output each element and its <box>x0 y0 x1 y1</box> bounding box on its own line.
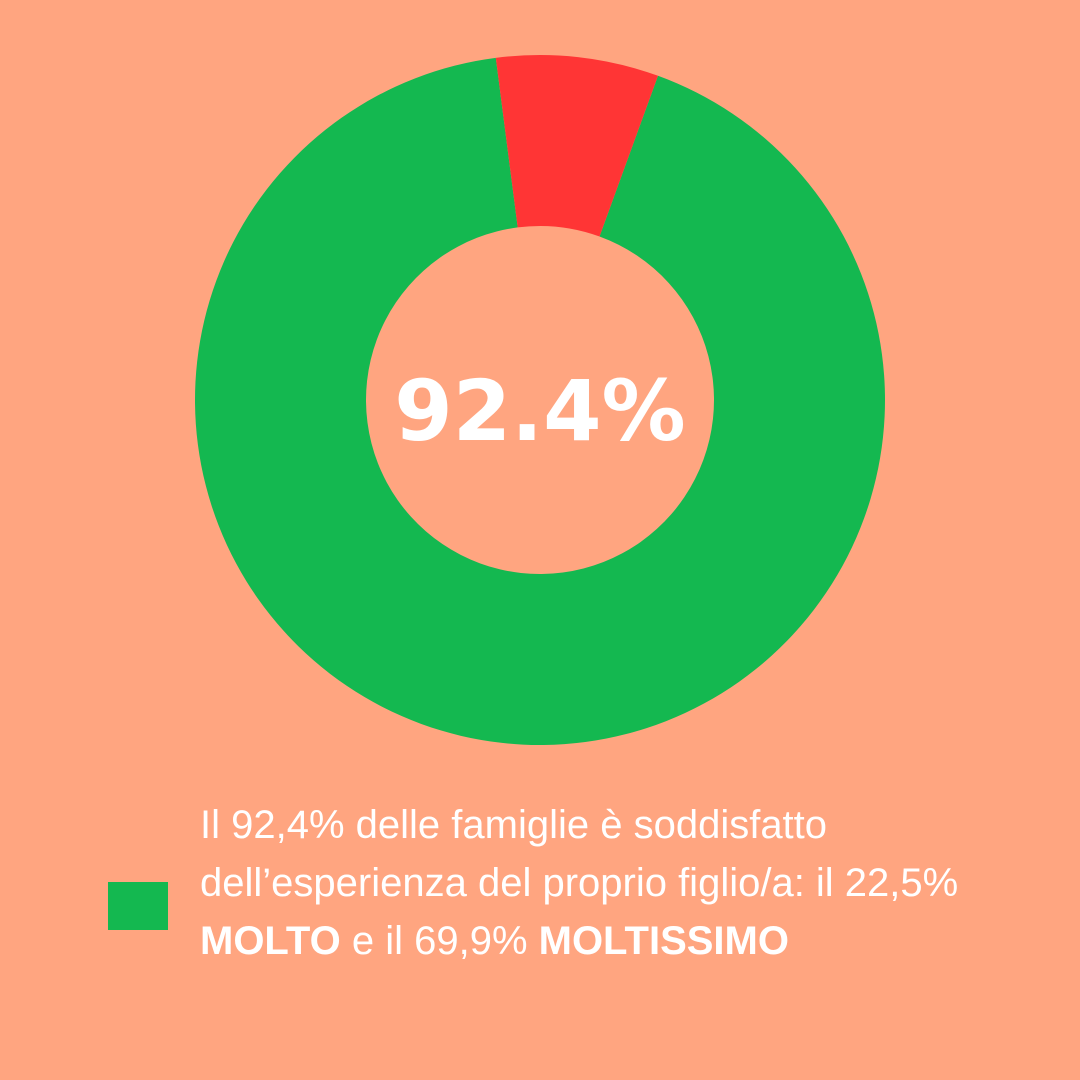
legend-text-part-1: Il 92,4% delle famiglie è soddisfatto de… <box>200 803 959 905</box>
legend-text-part-3: e il 69,9% <box>340 919 539 963</box>
donut-chart: 92.4% <box>195 55 886 745</box>
legend-description: Il 92,4% delle famiglie è soddisfatto de… <box>200 796 1000 970</box>
donut-slices <box>195 55 886 745</box>
donut-slice-1 <box>195 57 886 745</box>
legend-swatch-green <box>108 882 168 930</box>
legend-text-moltissimo: MOLTISSIMO <box>538 919 789 963</box>
donut-slice-2 <box>495 55 658 237</box>
center-percentage-label: 92.4% <box>394 362 685 460</box>
legend-text-molto: MOLTO <box>200 919 341 963</box>
